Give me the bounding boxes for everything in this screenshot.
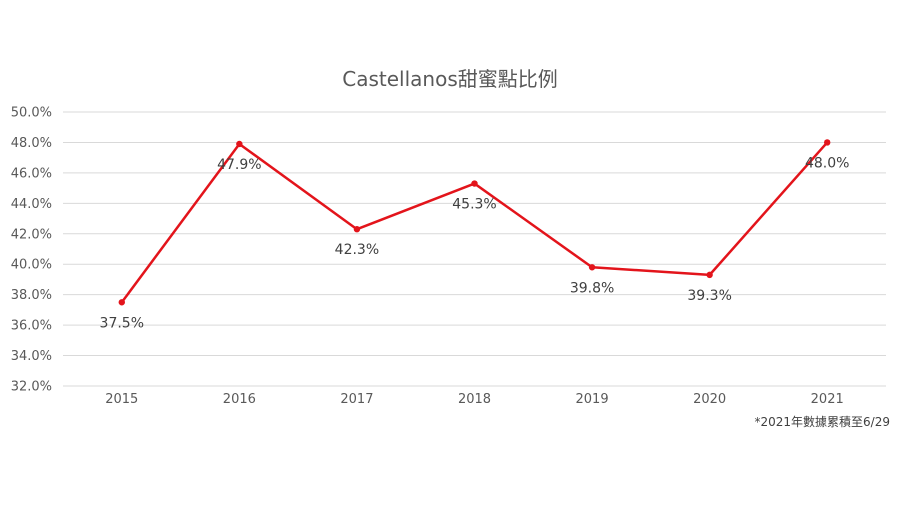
y-tick-label: 48.0% bbox=[11, 136, 52, 151]
x-tick-label: 2016 bbox=[223, 392, 256, 407]
x-tick-label: 2015 bbox=[105, 392, 138, 407]
data-label: 48.0% bbox=[805, 155, 849, 171]
chart-title: Castellanos甜蜜點比例 bbox=[342, 67, 558, 91]
data-label: 47.9% bbox=[217, 157, 261, 173]
x-tick-label: 2018 bbox=[458, 392, 491, 407]
data-point bbox=[706, 271, 713, 279]
grid-lines bbox=[63, 111, 886, 387]
y-tick-label: 32.0% bbox=[11, 380, 52, 395]
y-tick-label: 38.0% bbox=[11, 288, 52, 303]
y-tick-label: 36.0% bbox=[11, 319, 52, 334]
data-point bbox=[236, 140, 243, 148]
x-tick-label: 2019 bbox=[576, 392, 609, 407]
data-label: 37.5% bbox=[100, 315, 144, 331]
data-point bbox=[588, 264, 596, 271]
data-point bbox=[353, 226, 361, 233]
y-axis-tick-labels: 32.0% 34.0% 36.0% 38.0% 40.0% 42.0% 44.0% 46.0%… bbox=[11, 106, 52, 395]
y-tick-label: 44.0% bbox=[11, 197, 52, 212]
data-point bbox=[824, 139, 831, 146]
x-tick-label: 2017 bbox=[340, 392, 373, 407]
data-labels: 37.5% 47.9% 42.3% 45.3% 39.8% 39.3% 48.0% bbox=[100, 155, 850, 331]
data-label: 45.3% bbox=[452, 197, 496, 213]
y-tick-label: 42.0% bbox=[11, 227, 52, 242]
y-tick-label: 34.0% bbox=[11, 349, 52, 364]
data-label: 39.3% bbox=[687, 288, 731, 304]
footnote: *2021年數據累積至6/29 bbox=[755, 414, 891, 429]
y-tick-label: 46.0% bbox=[11, 166, 52, 181]
y-tick-label: 40.0% bbox=[11, 258, 52, 273]
y-tick-label: 50.0% bbox=[11, 106, 52, 121]
x-tick-label: 2021 bbox=[811, 392, 844, 407]
x-axis-tick-labels: 2015 2016 2017 2018 2019 2020 2021 bbox=[105, 392, 844, 407]
data-label: 39.8% bbox=[570, 280, 614, 296]
data-label: 42.3% bbox=[335, 242, 379, 258]
x-tick-label: 2020 bbox=[693, 392, 726, 407]
data-point bbox=[471, 180, 478, 187]
series-line-group bbox=[118, 139, 831, 306]
data-point bbox=[118, 299, 125, 306]
